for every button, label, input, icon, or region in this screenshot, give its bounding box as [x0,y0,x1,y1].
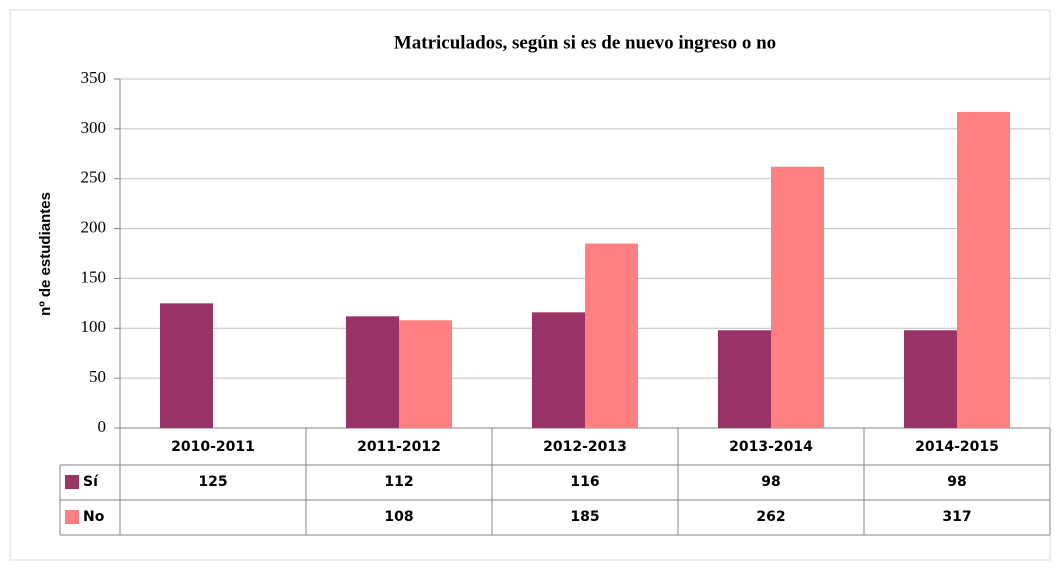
table-value: 108 [384,509,413,525]
chart-frame [9,9,1051,561]
table-value: 116 [570,474,599,490]
legend-key [65,510,79,524]
table-value: 185 [570,509,599,525]
y-tick-label: 150 [81,267,107,286]
bar [904,330,957,428]
category-label: 2012-2013 [543,439,627,455]
bar [771,166,824,428]
bar [532,312,585,428]
table-value: 98 [947,474,966,490]
table-value: 317 [942,509,971,525]
table-value: 112 [384,474,413,490]
category-label: 2011-2012 [357,439,441,455]
chart-title: Matriculados, según si es de nuevo ingre… [394,32,776,53]
bar [718,330,771,428]
legend-key [65,475,79,489]
category-label: 2014-2015 [915,439,999,455]
table-value: 262 [756,509,785,525]
legend-label: Sí [83,474,99,490]
bar [399,320,452,428]
y-tick-label: 250 [81,168,107,187]
table-value: 125 [198,474,227,490]
table-value: 98 [761,474,780,490]
y-tick-label: 0 [98,417,107,436]
category-label: 2010-2011 [171,439,255,455]
y-tick-label: 350 [81,68,107,87]
bar [160,303,213,428]
y-tick-label: 300 [81,118,107,137]
category-label: 2013-2014 [729,439,813,455]
y-axis-label: nº de estudiantes [37,192,54,316]
y-tick-label: 100 [81,317,107,336]
y-tick-label: 200 [81,217,107,236]
bar [957,111,1010,429]
bar [346,316,399,428]
bar [585,243,638,428]
y-tick-label: 50 [89,367,106,386]
legend-label: No [83,509,105,525]
